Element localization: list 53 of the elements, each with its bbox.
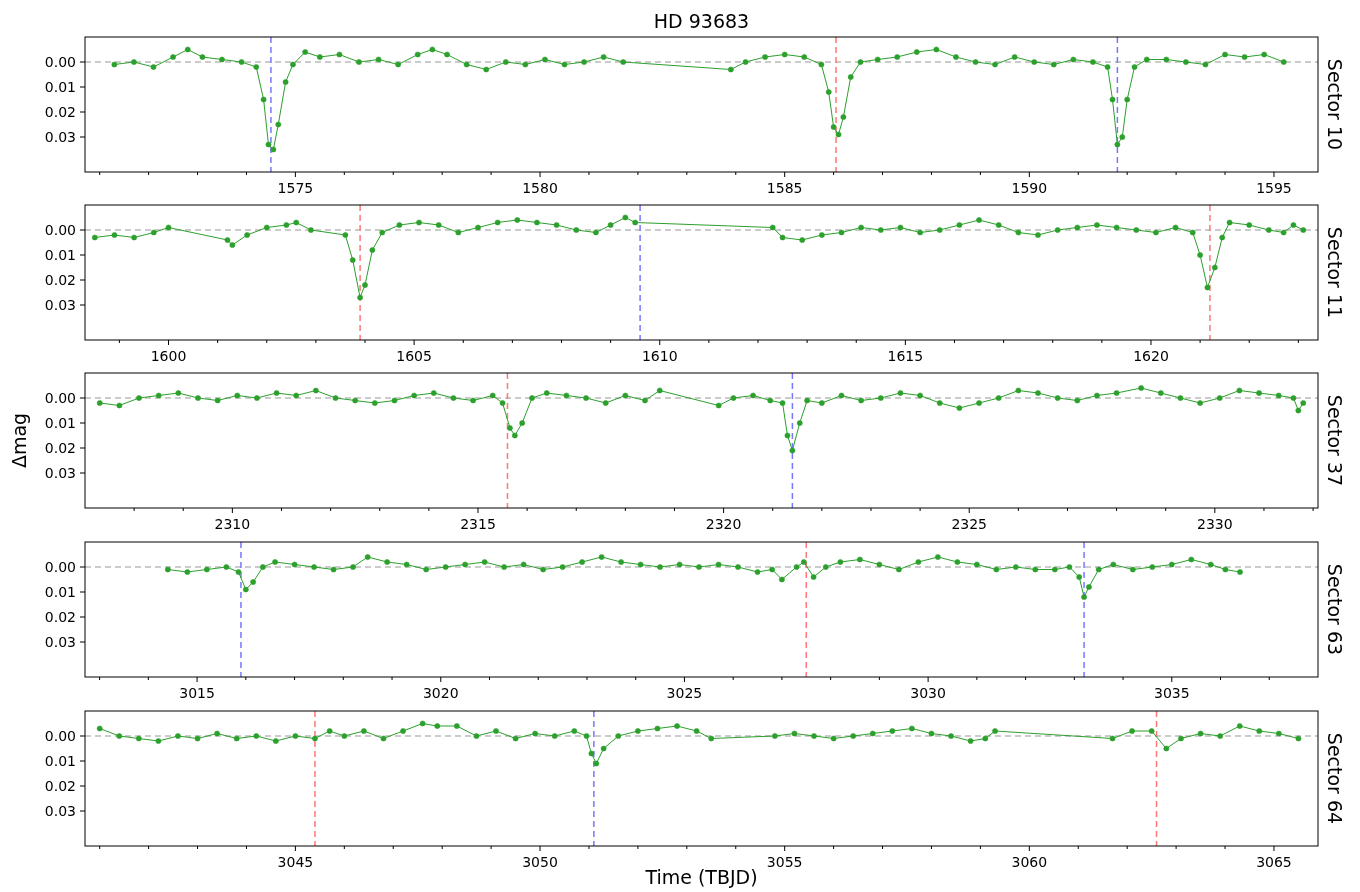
x-tick-label: 1580 (522, 180, 558, 196)
x-tick-label: 1575 (277, 180, 314, 196)
x-tick-label: 3045 (277, 854, 314, 870)
y-tick-label: 0.03 (44, 803, 76, 819)
x-tick-label: 1595 (1256, 180, 1292, 196)
x-tick-label: 3025 (666, 685, 703, 701)
x-axis-title: Time (TBJD) (644, 866, 758, 888)
y-tick-label: 0.02 (44, 609, 76, 625)
y-tick-label: 0.02 (44, 272, 76, 288)
x-tick-label: 1590 (1011, 180, 1048, 196)
y-tick-label: 0.03 (44, 634, 76, 650)
x-tick-label: 1610 (641, 348, 678, 364)
y-tick-label: 0.01 (44, 79, 76, 95)
y-tick-label: 0.02 (44, 778, 76, 794)
y-tick-label: 0.00 (44, 54, 76, 70)
y-tick-label: 0.01 (44, 247, 76, 263)
x-tick-label: 3020 (422, 685, 459, 701)
x-tick-label: 1605 (396, 348, 432, 364)
x-tick-label: 2330 (1197, 516, 1233, 532)
x-tick-label: 2315 (460, 516, 496, 532)
y2-axis-title: Sector 11 (1324, 226, 1346, 319)
y2-axis-title: Sector 64 (1324, 732, 1346, 825)
x-tick-label: 2310 (214, 516, 251, 532)
y-tick-label: 0.03 (44, 297, 76, 313)
y-tick-label: 0.01 (44, 415, 76, 431)
x-tick-label: 3055 (766, 854, 803, 870)
x-tick-label: 1620 (1133, 348, 1169, 364)
y-axis-title: Δmag (8, 412, 30, 469)
x-tick-label: 3030 (910, 685, 946, 701)
y-tick-label: 0.03 (44, 129, 76, 145)
chart-title: HD 93683 (653, 10, 750, 32)
y-tick-label: 0.00 (44, 559, 76, 575)
y-tick-label: 0.01 (44, 584, 76, 600)
y-tick-label: 0.01 (44, 753, 76, 769)
y-tick-label: 0.00 (44, 390, 76, 406)
x-tick-label: 1600 (150, 348, 187, 364)
x-tick-label: 3060 (1011, 854, 1048, 870)
y2-axis-title: Sector 10 (1324, 58, 1346, 151)
y-tick-label: 0.03 (44, 465, 76, 481)
x-tick-label: 1585 (766, 180, 803, 196)
x-tick-label: 3050 (522, 854, 558, 870)
y-tick-label: 0.00 (44, 222, 76, 238)
y-tick-label: 0.02 (44, 104, 76, 120)
x-tick-label: 2320 (705, 516, 742, 532)
x-tick-label: 3035 (1153, 685, 1190, 701)
x-tick-label: 2325 (951, 516, 988, 532)
y2-axis-title: Sector 37 (1324, 394, 1346, 487)
y-tick-label: 0.02 (44, 440, 76, 456)
x-tick-label: 3065 (1256, 854, 1292, 870)
x-tick-label: 3015 (179, 685, 215, 701)
x-tick-label: 1615 (887, 348, 924, 364)
y-tick-label: 0.00 (44, 728, 76, 744)
y2-axis-title: Sector 63 (1324, 563, 1346, 656)
